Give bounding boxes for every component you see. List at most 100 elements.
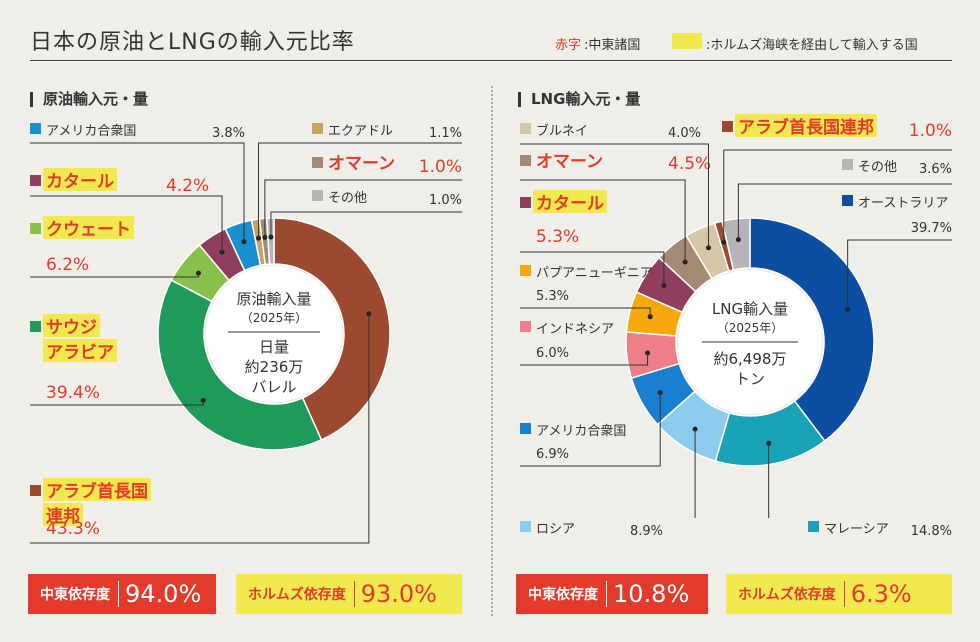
legend-swatch-1-8 <box>520 123 531 134</box>
leader-0-7 <box>270 211 462 238</box>
legend-swatch-0-1 <box>30 321 41 332</box>
center-line4-0: 約236万 <box>245 358 304 376</box>
hormuz-highlight-1-9-0 <box>735 114 877 137</box>
hormuz-highlight-0-3-0 <box>43 168 117 191</box>
slice-label-1-6: カタール <box>536 194 604 214</box>
leader-1-4 <box>520 352 649 366</box>
slice-label-0-1-0: サウジ <box>46 318 97 338</box>
slice-value-1-4: 6.0% <box>536 346 569 361</box>
lng-middle-east-value: 10.8% <box>613 580 690 608</box>
legend-swatch-1-1 <box>808 521 819 532</box>
lng-middle-east-label: 中東依存度 <box>528 587 598 603</box>
slice-value-0-6: 1.0% <box>419 157 462 177</box>
lng-section-title: LNG輸入元・量 <box>518 92 640 107</box>
slice-0-1 <box>157 279 323 451</box>
center-disc-0 <box>206 266 342 402</box>
hormuz-highlight-0-0-0 <box>43 478 151 501</box>
slice-value-1-6: 5.3% <box>536 227 579 247</box>
legend-swatch-0-0 <box>30 485 41 496</box>
slice-label-0-0-1: 連邦 <box>46 506 80 527</box>
lng-hormuz-sep <box>843 581 845 607</box>
slice-label-1-2: ロシア <box>536 522 575 537</box>
slice-label-0-5: エクアドル <box>328 124 393 139</box>
slice-0-0 <box>273 217 391 441</box>
slice-value-0-3: 4.2% <box>166 176 209 196</box>
legend-swatch-0-7 <box>312 190 323 201</box>
slice-value-0-4: 3.8% <box>212 126 245 141</box>
legend-swatch-1-6 <box>520 197 531 208</box>
leader-1-6 <box>520 251 665 286</box>
legend-yellow-text: :ホルムズ海峡を経由して輸入する国 <box>706 38 918 53</box>
slice-1-10 <box>721 217 751 271</box>
lng-hormuz-box: ホルムズ依存度 6.3% <box>726 574 952 614</box>
leader-1-8 <box>520 143 710 248</box>
crude-hormuz-sep <box>353 581 355 607</box>
legend-swatch-1-9 <box>722 121 733 132</box>
legend-swatch-1-3 <box>520 423 531 434</box>
leader-1-5 <box>520 307 651 317</box>
leader-1-3 <box>520 392 661 467</box>
slice-label-1-0: オーストラリア <box>858 196 948 211</box>
slice-label-1-4: インドネシア <box>536 322 614 337</box>
slice-label-1-9: アラブ首長国連邦 <box>738 117 874 138</box>
slice-label-0-6: オマーン <box>328 154 395 174</box>
legend-swatch-0-6 <box>312 157 323 168</box>
leader-0-3 <box>30 195 223 253</box>
hormuz-highlight-0-0-1 <box>43 503 83 526</box>
slice-value-0-5: 1.1% <box>429 126 462 141</box>
legend-red-label: 赤字 <box>555 38 582 53</box>
slice-1-0 <box>749 217 875 442</box>
slice-label-1-3: アメリカ合衆国 <box>536 423 626 439</box>
leader-0-6 <box>264 179 462 238</box>
slice-label-0-7: その他 <box>328 191 367 206</box>
leader-1-0 <box>847 239 952 310</box>
crude-hormuz-label: ホルムズ依存度 <box>248 587 346 603</box>
legend-swatch-1-0 <box>842 195 853 206</box>
legend-swatch-0-5 <box>312 123 323 134</box>
legend-yellow-swatch <box>672 33 702 49</box>
legend-swatch-1-5 <box>520 265 531 276</box>
lng-hormuz-label: ホルムズ依存度 <box>738 587 836 603</box>
legend-swatch-1-7 <box>520 155 531 166</box>
slice-value-1-8: 4.0% <box>668 126 701 141</box>
crude-middle-east-sep <box>118 581 119 607</box>
center-line5-0: バレル <box>251 378 296 396</box>
center-title-0: 原油輸入量 <box>236 290 311 308</box>
slice-value-0-2: 6.2% <box>46 255 89 275</box>
hormuz-highlight-1-6-0 <box>533 190 607 213</box>
legend-red-text: :中東諸国 <box>584 38 641 53</box>
hormuz-highlight-0-1-0 <box>43 314 100 337</box>
legend-swatch-1-10 <box>842 159 853 170</box>
lng-hormuz-value: 6.3% <box>850 580 912 608</box>
lng-middle-east-box: 中東依存度 10.8% <box>516 574 708 614</box>
hormuz-highlight-0-2-0 <box>43 216 134 239</box>
slice-label-0-1-1: アラビア <box>46 343 114 363</box>
slice-label-0-0-0: アラブ首長国 <box>46 481 148 502</box>
slice-label-1-5: パプアニューギニア <box>536 266 653 281</box>
leader-1-9 <box>723 149 952 243</box>
slice-value-0-7: 1.0% <box>429 193 462 208</box>
center-title-1: LNG輸入量 <box>712 300 788 318</box>
legend-swatch-1-2 <box>520 521 531 532</box>
slice-value-1-2: 8.9% <box>630 524 663 539</box>
crude-section-title: 原油輸入元・量 <box>30 92 148 107</box>
legend-swatch-0-2 <box>30 223 41 234</box>
slice-label-0-3: カタール <box>46 172 114 192</box>
slice-label-1-1: マレーシア <box>824 522 889 537</box>
crude-hormuz-value: 93.0% <box>360 580 437 608</box>
slice-value-1-1: 14.8% <box>911 524 952 539</box>
crude-middle-east-box: 中東依存度 94.0% <box>28 574 216 614</box>
slice-value-0-0: 43.3% <box>46 519 100 539</box>
leader-0-1 <box>30 400 204 406</box>
leader-1-10 <box>737 183 952 240</box>
slice-label-0-4: アメリカ合衆国 <box>46 123 136 139</box>
legend-swatch-0-3 <box>30 175 41 186</box>
slice-value-1-0: 39.7% <box>911 221 952 236</box>
leader-0-4 <box>30 142 245 242</box>
legend-swatch-1-4 <box>520 321 531 332</box>
leader-0-5 <box>258 142 462 239</box>
center-line4-1: トン <box>735 370 765 388</box>
slice-value-1-7: 4.5% <box>668 154 711 174</box>
slice-label-0-2: クウェート <box>46 220 131 240</box>
